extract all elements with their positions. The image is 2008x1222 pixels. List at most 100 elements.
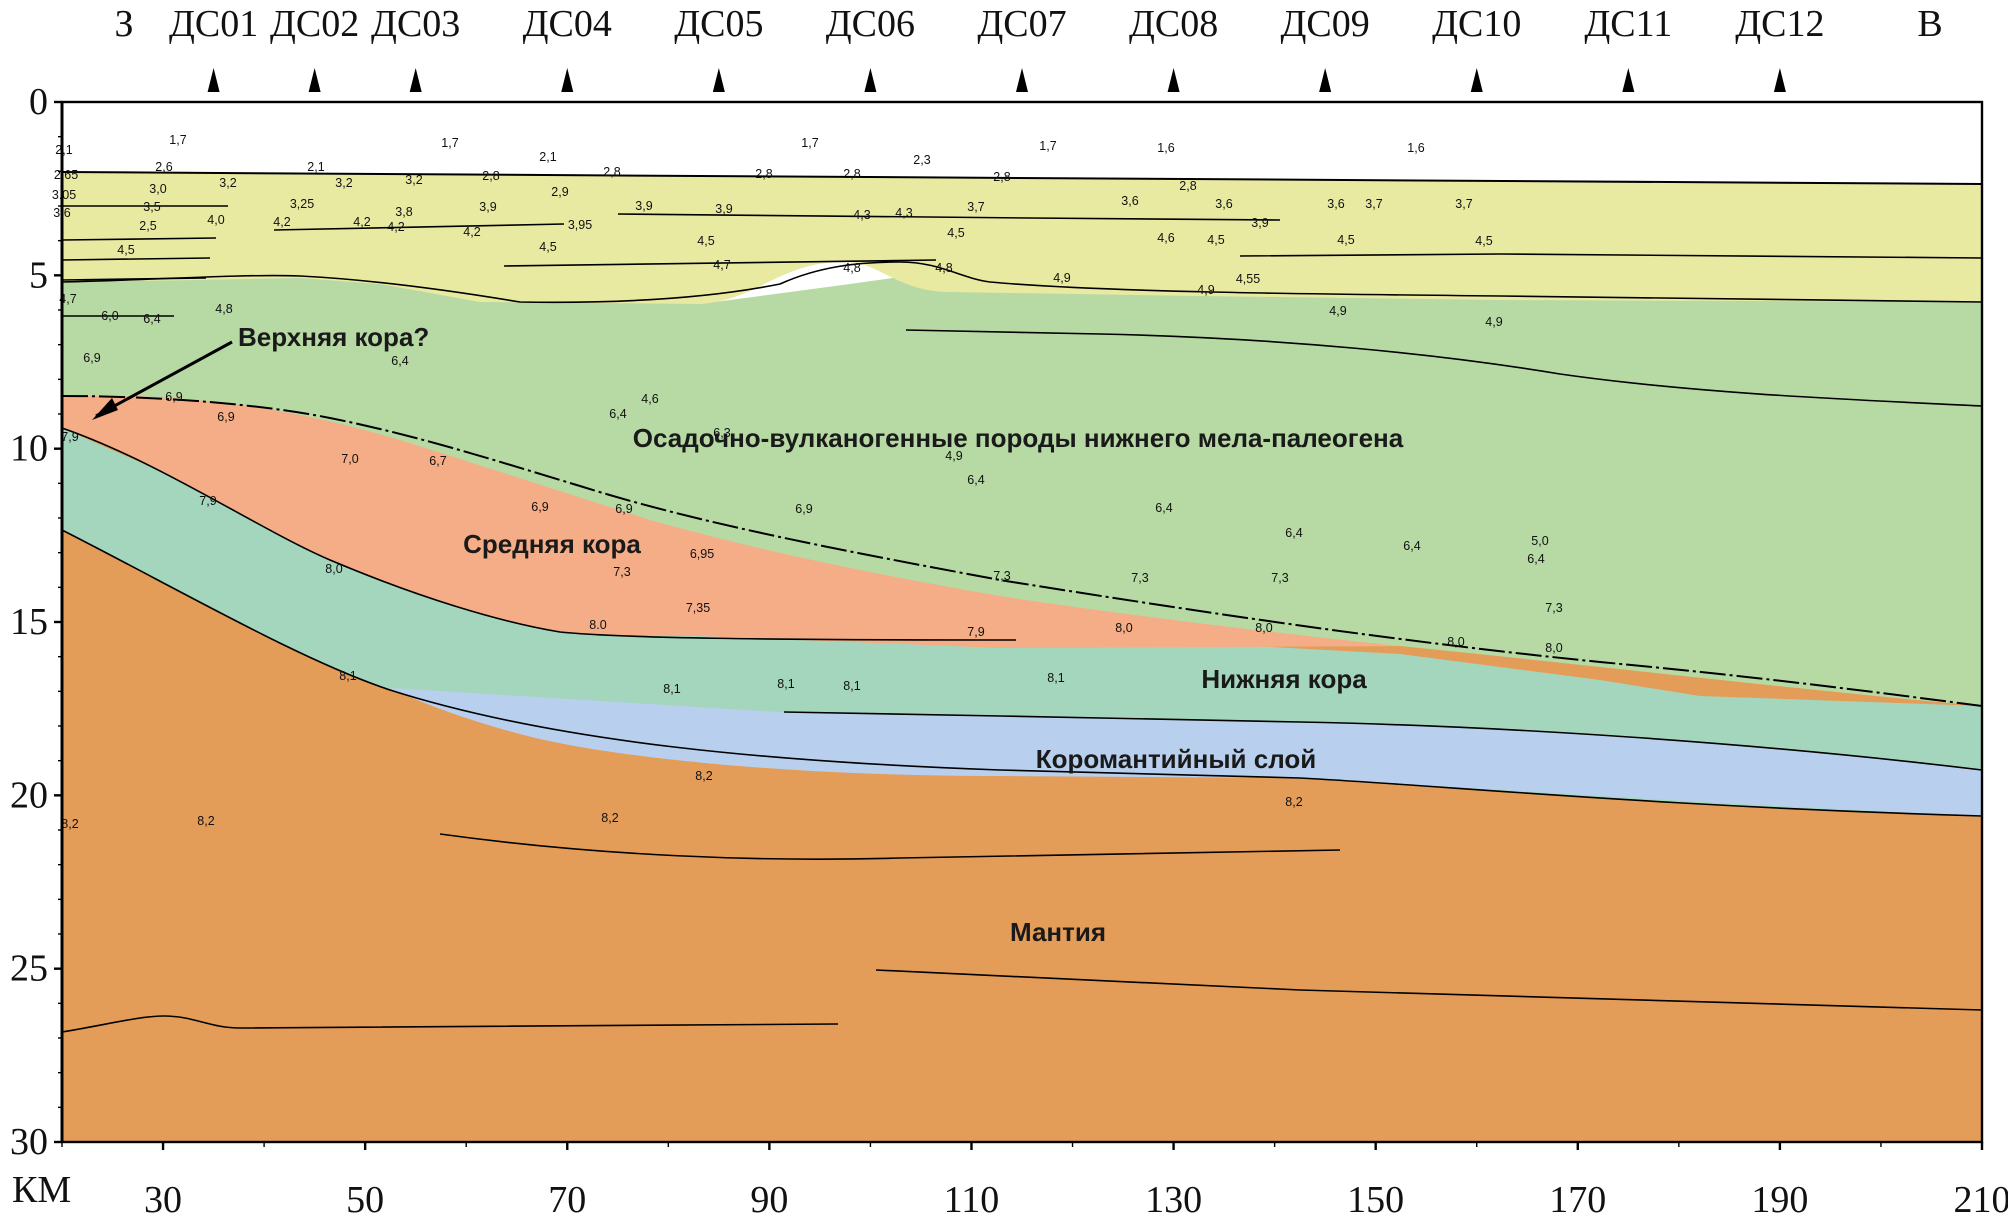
velocity-label: 3,2 xyxy=(219,176,236,190)
velocity-label: 4,8 xyxy=(215,302,232,316)
velocity-label: 8,1 xyxy=(777,677,794,691)
velocity-label: 3,9 xyxy=(479,200,496,214)
velocity-label: 4,6 xyxy=(641,392,658,406)
x-tick-label: 150 xyxy=(1347,1179,1404,1217)
velocity-label: 4,5 xyxy=(697,234,714,248)
velocity-label: 4,8 xyxy=(935,261,952,275)
y-tick-label: 15 xyxy=(10,601,48,643)
velocity-label: 7,3 xyxy=(1545,601,1562,615)
velocity-label: 7,3 xyxy=(613,565,630,579)
velocity-label: 8,0 xyxy=(1545,641,1562,655)
velocity-label: 8,2 xyxy=(601,811,618,825)
velocity-label: 6,4 xyxy=(391,354,408,368)
velocity-label: 3.05 xyxy=(52,188,76,202)
velocity-label: 8,1 xyxy=(663,682,680,696)
station-marker-icon xyxy=(864,68,876,92)
velocity-label: 6,0 xyxy=(101,309,118,323)
velocity-label: 7,9 xyxy=(967,625,984,639)
velocity-label: 2,65 xyxy=(54,168,78,182)
east-label: В xyxy=(1917,3,1942,45)
station-label: ДС08 xyxy=(1129,3,1218,45)
station-label: ДС10 xyxy=(1432,3,1521,45)
y-tick-label: 25 xyxy=(10,948,48,990)
velocity-label: 3,9 xyxy=(1251,216,1268,230)
velocity-label: 4,9 xyxy=(1329,304,1346,318)
velocity-label: 4,5 xyxy=(947,226,964,240)
velocity-label: 4,3 xyxy=(853,208,870,222)
station-marker-icon xyxy=(1016,68,1028,92)
velocity-label: 4,55 xyxy=(1236,272,1260,286)
middle-crust-label: Средняя кора xyxy=(463,529,641,559)
velocity-label: 4,5 xyxy=(1207,233,1224,247)
station-label: ДС03 xyxy=(371,3,460,45)
station-label: ДС06 xyxy=(826,3,915,45)
velocity-label: 4,5 xyxy=(539,240,556,254)
velocity-label: 4,2 xyxy=(463,225,480,239)
velocity-label: 6,4 xyxy=(1527,552,1544,566)
velocity-label: 7,3 xyxy=(1131,571,1148,585)
station-label: ДС01 xyxy=(169,3,258,45)
station-marker-icon xyxy=(1168,68,1180,92)
x-tick-label: 210 xyxy=(1954,1179,2008,1217)
velocity-label: 8,0 xyxy=(325,562,342,576)
velocity-label: 7,9 xyxy=(61,430,78,444)
x-tick-label: 170 xyxy=(1549,1179,1606,1217)
station-marker-icon xyxy=(561,68,573,92)
velocity-label: 4,6 xyxy=(1157,231,1174,245)
velocity-label: 6,4 xyxy=(1403,539,1420,553)
velocity-label: 6,9 xyxy=(165,390,182,404)
velocity-label: 8,1 xyxy=(843,679,860,693)
station-marker-icon xyxy=(1319,68,1331,92)
x-tick-label: 110 xyxy=(944,1179,1000,1217)
velocity-label: 2,3 xyxy=(913,153,930,167)
velocity-label: 6,9 xyxy=(531,500,548,514)
velocity-label: 3,6 xyxy=(1121,194,1138,208)
station-label: ДС05 xyxy=(674,3,763,45)
velocity-label: 1,6 xyxy=(1157,141,1174,155)
velocity-label: 6,9 xyxy=(795,502,812,516)
velocity-label: 8,1 xyxy=(339,669,356,683)
y-tick-label: 0 xyxy=(29,81,48,123)
velocity-label: 6,4 xyxy=(1155,501,1172,515)
velocity-label: 8,2 xyxy=(1285,795,1302,809)
velocity-label: 2,8 xyxy=(603,165,620,179)
velocity-label: 3,9 xyxy=(715,202,732,216)
station-label: ДС12 xyxy=(1735,3,1824,45)
velocity-label: 6,4 xyxy=(143,312,160,326)
velocity-label: 2,5 xyxy=(139,219,156,233)
velocity-label: 3,6 xyxy=(1327,197,1344,211)
lower-crust-label: Нижняя кора xyxy=(1201,664,1367,694)
station-marker-icon xyxy=(1622,68,1634,92)
station-marker-icon xyxy=(309,68,321,92)
velocity-label: 3,6 xyxy=(1215,197,1232,211)
velocity-label: 7,35 xyxy=(686,601,710,615)
velocity-label: 3,8 xyxy=(395,205,412,219)
station-label: ДС04 xyxy=(523,3,612,45)
velocity-label: 4,9 xyxy=(945,449,962,463)
velocity-label: 2,8 xyxy=(755,167,772,181)
velocity-label: 4,7 xyxy=(713,258,730,272)
velocity-label: 6,9 xyxy=(217,410,234,424)
velocity-label: 1,6 xyxy=(1407,141,1424,155)
velocity-label: 8,2 xyxy=(695,769,712,783)
velocity-label: 7,3 xyxy=(1271,571,1288,585)
velocity-label: 8.0 xyxy=(589,618,606,632)
station-label: ДС02 xyxy=(270,3,359,45)
velocity-label: 6,9 xyxy=(83,351,100,365)
velocity-label: 2,1 xyxy=(539,150,556,164)
velocity-label: 6,9 xyxy=(615,502,632,516)
crust-mantle-label: Коромантийный слой xyxy=(1036,744,1317,774)
station-label: ДС07 xyxy=(977,3,1066,45)
velocity-label: 8,1 xyxy=(1047,671,1064,685)
velocity-label: 4,2 xyxy=(273,215,290,229)
velocity-label: 1,7 xyxy=(801,136,818,150)
velocity-label: 6,95 xyxy=(690,547,714,561)
velocity-label: 6,7 xyxy=(429,454,446,468)
x-tick-label: 70 xyxy=(548,1179,586,1217)
velocity-label: 2,9 xyxy=(551,185,568,199)
velocity-label: 3,95 xyxy=(568,218,592,232)
velocity-label: 4,3 xyxy=(895,206,912,220)
station-label: ДС11 xyxy=(1584,3,1672,45)
velocity-label: 4,5 xyxy=(1337,233,1354,247)
velocity-label: 5,0 xyxy=(1531,534,1548,548)
